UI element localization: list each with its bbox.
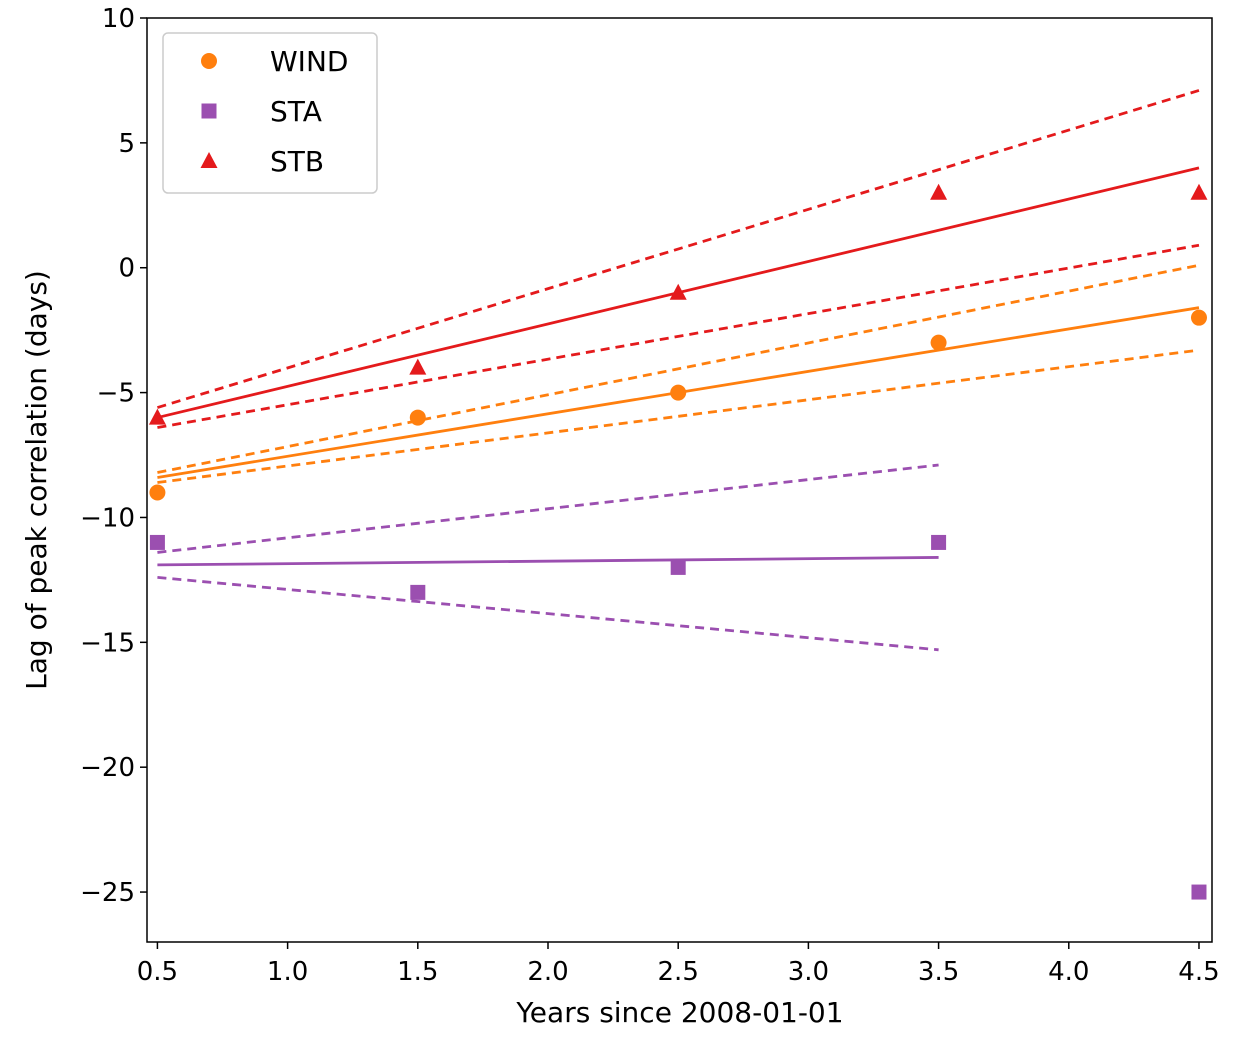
confidence-line [157,243,1200,429]
legend-label: STA [270,95,322,128]
marker-point [670,384,687,401]
legend-label: STB [270,145,324,178]
y-tick-label: 5 [118,129,135,159]
y-tick-label: −15 [80,628,135,658]
marker-point [1190,183,1208,200]
marker-point [410,584,426,600]
marker-point [149,534,165,550]
confidence-line [157,348,1200,484]
x-tick-label: 3.0 [788,957,829,987]
confidence-line [157,263,1200,474]
y-tick-label: 10 [102,4,135,34]
confidence-line [157,576,939,652]
marker-point [931,534,947,550]
x-tick-label: 2.5 [658,957,699,987]
y-tick-label: −10 [80,503,135,533]
y-tick-label: −20 [80,753,135,783]
x-tick-label: 1.5 [397,957,438,987]
plot-frame [146,17,1213,943]
marker-point [669,283,687,300]
x-tick-label: 3.5 [918,957,959,987]
x-tick-label: 4.5 [1178,957,1219,987]
fit-line [157,556,939,567]
y-tick-label: −25 [80,878,135,908]
marker-point [1190,309,1207,326]
legend-marker [201,53,217,69]
legend-label: WIND [270,45,348,78]
marker-point [409,409,426,426]
x-tick-label: 0.5 [137,957,178,987]
legend-marker [200,152,218,168]
confidence-line [157,89,1200,409]
legend-marker [201,103,217,119]
y-tick-label: −5 [97,379,135,409]
marker-point [670,559,686,575]
x-tick-label: 2.0 [527,957,568,987]
x-tick-label: 1.0 [267,957,308,987]
marker-point [930,334,947,351]
x-axis-label: Years since 2008-01-01 [515,996,843,1029]
marker-point [930,183,948,200]
confidence-line [157,463,939,554]
marker-point [1191,884,1207,900]
y-axis-label: Lag of peak correlation (days) [20,270,53,690]
x-tick-label: 4.0 [1048,957,1089,987]
marker-point [148,408,166,425]
y-tick-label: 0 [118,254,135,284]
marker-point [409,358,427,375]
legend-box [162,32,378,194]
marker-point [149,484,166,501]
